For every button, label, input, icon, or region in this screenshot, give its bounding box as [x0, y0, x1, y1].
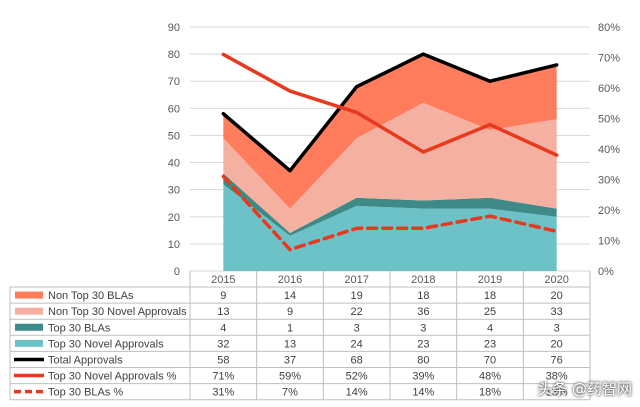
table-cell: 13% [546, 387, 568, 399]
left-tick-label: 40 [168, 158, 180, 170]
table-cell: 25 [484, 306, 496, 318]
right-tick-label: 10% [598, 236, 620, 248]
right-tick-label: 0% [598, 266, 614, 278]
right-tick-label: 60% [598, 83, 620, 95]
right-tick-label: 20% [598, 205, 620, 217]
area-non-top-30-novel-approvals [223, 102, 557, 234]
row-label: Non Top 30 Novel Approvals [48, 306, 187, 318]
table-cell: 37 [284, 354, 296, 366]
table-cell: 18% [479, 387, 501, 399]
line-top-30-novel-approvals-pct [221, 52, 559, 157]
table-cell: 31% [212, 387, 234, 399]
legend-key [15, 307, 43, 315]
category-label: 2019 [478, 274, 502, 286]
table-cell: 9 [220, 290, 226, 302]
table-cell: 20 [551, 338, 563, 350]
table-cell: 33 [551, 306, 563, 318]
table-cell: 3 [420, 322, 426, 334]
table-cell: 58 [217, 354, 229, 366]
category-label: 2015 [211, 274, 235, 286]
series-lines [221, 52, 559, 252]
table-cell: 39% [412, 371, 434, 383]
line-total-approvals [221, 52, 559, 173]
table-cell: 48% [479, 371, 501, 383]
left-tick-label: 20 [168, 212, 180, 224]
row-label: Top 30 BLAs % [48, 387, 123, 399]
legend-key [15, 323, 43, 331]
left-axis-ticks: 0 10 20 30 40 50 60 70 80 90 [168, 22, 180, 278]
legend-key [15, 291, 43, 299]
row-label: Top 30 BLAs [48, 322, 111, 334]
table-cell: 59% [279, 371, 301, 383]
left-tick-label: 80 [168, 49, 180, 61]
table-cell: 18 [484, 290, 496, 302]
table-cell: 18 [417, 290, 429, 302]
table-cell: 24 [351, 338, 363, 350]
table-cell: 38% [546, 371, 568, 383]
table-cell: 14 [284, 290, 296, 302]
area-top-30-blas [223, 173, 557, 236]
row-label: Non Top 30 BLAs [48, 290, 134, 302]
table-cell: 22 [351, 306, 363, 318]
table-cell: 7% [282, 387, 298, 399]
row-label: Top 30 Novel Approvals [48, 338, 164, 350]
table-cell: 23 [484, 338, 496, 350]
table-cell: 19 [351, 290, 363, 302]
category-label: 2020 [544, 274, 568, 286]
left-tick-label: 0 [174, 266, 180, 278]
table-cell: 32 [217, 338, 229, 350]
table-cell: 3 [554, 322, 560, 334]
table-cell: 36 [417, 306, 429, 318]
left-tick-label: 30 [168, 185, 180, 197]
left-tick-label: 60 [168, 103, 180, 115]
table-cell: 1 [287, 322, 293, 334]
right-tick-label: 40% [598, 144, 620, 156]
table-cell: 76 [551, 354, 563, 366]
table-cell: 13 [284, 338, 296, 350]
table-cell: 3 [354, 322, 360, 334]
stacked-areas [223, 54, 557, 271]
table-cell: 13 [217, 306, 229, 318]
table-cell: 14% [346, 387, 368, 399]
table-cell: 4 [220, 322, 226, 334]
watermark: 头条 @药智网 [537, 380, 632, 398]
right-axis-ticks: 0% 10% 20% 30% 40% 50% 60% 70% 80% [598, 22, 620, 278]
table-cell: 80 [417, 354, 429, 366]
table-cell: 9 [287, 306, 293, 318]
legend-key [15, 339, 43, 347]
category-label: 2018 [411, 274, 435, 286]
table-cell: 68 [351, 354, 363, 366]
area-non-top-30-blas [223, 54, 557, 209]
left-tick-label: 90 [168, 22, 180, 34]
left-tick-label: 10 [168, 239, 180, 251]
table-cell: 20 [551, 290, 563, 302]
table-cell: 70 [484, 354, 496, 366]
category-label: 2016 [278, 274, 302, 286]
line-top-30-blas-pct [221, 174, 559, 252]
row-label: Total Approvals [48, 354, 123, 366]
left-tick-label: 50 [168, 130, 180, 142]
table-cell: 52% [346, 371, 368, 383]
table-cell: 4 [487, 322, 493, 334]
category-label: 2017 [344, 274, 368, 286]
right-tick-label: 80% [598, 22, 620, 34]
table-cell: 23 [417, 338, 429, 350]
row-label: Top 30 Novel Approvals % [48, 371, 177, 383]
left-tick-label: 70 [168, 76, 180, 88]
right-tick-label: 50% [598, 114, 620, 126]
right-tick-label: 30% [598, 175, 620, 187]
table-cell: 71% [212, 371, 234, 383]
right-tick-label: 70% [598, 53, 620, 65]
table-cell: 14% [412, 387, 434, 399]
